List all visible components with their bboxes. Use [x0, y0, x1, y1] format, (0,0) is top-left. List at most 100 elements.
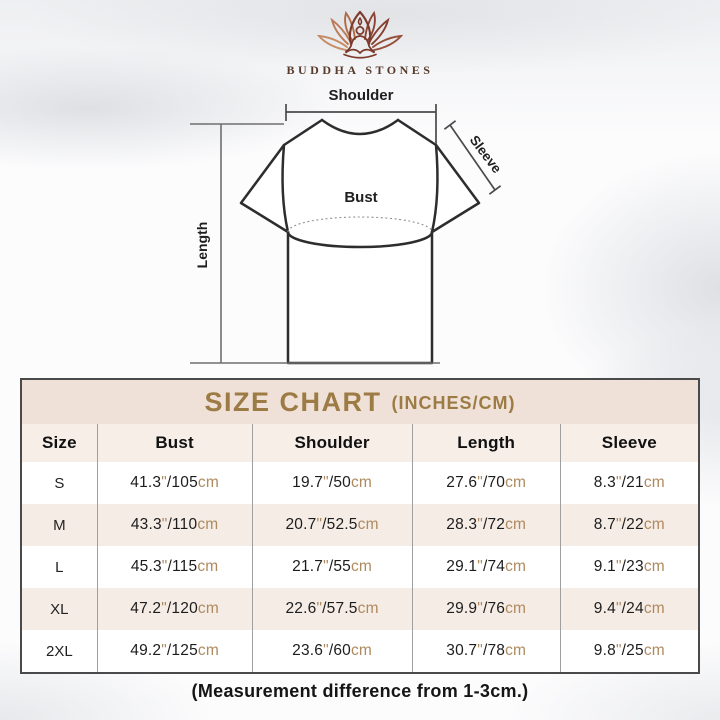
size-chart-table-box: SIZE CHART (INCHES/CM) Size Bust Shoulder L… [20, 378, 700, 674]
inch-mark: " [161, 474, 167, 491]
size-row-m: M 43.3 "/110 cm 20.7 "/52.5 cm 28.3 "/72 cm 8.7 "/2… [22, 504, 698, 546]
column-header-bust: Bust [98, 424, 253, 462]
cm-suffix: cm [197, 516, 219, 533]
inch-value: 8.7 [593, 516, 616, 533]
tshirt-outline [241, 120, 479, 363]
cm-suffix: cm [505, 600, 527, 617]
sleeve-label: Sleeve [467, 133, 505, 177]
length-value: 29.9 "/76 cm [413, 588, 561, 630]
sleeve-value: 9.4 "/24 cm [561, 588, 698, 630]
size-label: M [22, 504, 98, 546]
cm-suffix: cm [505, 558, 527, 575]
cm-suffix: cm [505, 474, 527, 491]
cm-suffix: cm [643, 474, 665, 491]
cm-suffix: cm [643, 600, 665, 617]
measurement-note: (Measurement difference from 1-3cm.) [191, 681, 529, 701]
inch-mark: " [477, 558, 483, 575]
bust-value: 45.3 "/115 cm [98, 546, 253, 588]
cm-suffix: cm [357, 516, 379, 533]
cm-value: /24 [621, 600, 644, 617]
brand-logo [0, 8, 720, 62]
inch-value: 29.1 [446, 558, 478, 575]
inch-mark: " [615, 516, 622, 533]
cm-value: /50 [328, 474, 351, 491]
shoulder-value: 22.6 "/57.5 cm [253, 588, 413, 630]
bust-value: 47.2 "/120 cm [98, 588, 253, 630]
sleeve-dimension-line [443, 120, 502, 195]
column-header-sleeve: Sleeve [601, 433, 657, 452]
cm-value: /110 [167, 516, 198, 533]
inch-mark: " [477, 642, 483, 659]
inch-value: 21.7 [292, 558, 324, 575]
tshirt-measurement-diagram: Shoulder Length Sleeve Bust [183, 85, 517, 382]
cm-suffix: cm [350, 474, 373, 491]
sleeve-value: 8.7 "/22 cm [561, 504, 698, 546]
column-header-shoulder: Shoulder [253, 424, 413, 462]
inch-mark: " [323, 474, 329, 491]
length-value: 30.7 "/78 cm [413, 630, 561, 672]
inch-mark: " [161, 516, 168, 533]
length-value: 27.6 "/70 cm [413, 462, 561, 504]
cm-suffix: cm [197, 600, 219, 617]
inch-mark: " [477, 600, 483, 617]
cm-suffix: cm [643, 642, 665, 659]
bust-value: 43.3 "/110 cm [98, 504, 253, 546]
cm-value: /52.5 [322, 516, 358, 533]
shoulder-value: 21.7 "/55 cm [253, 546, 413, 588]
inch-value: 29.9 [446, 600, 478, 617]
size-row-xl: XL 47.2 "/120 cm 22.6 "/57.5 cm 29.9 "/76 cm 9.4 " /… [22, 588, 698, 630]
tshirt-diagram-svg: Shoulder Length Sleeve Bust [190, 87, 505, 365]
inch-value: 45.3 [130, 558, 162, 575]
cm-value: /70 [482, 474, 506, 491]
inch-value: 19.7 [292, 474, 324, 491]
cm-value: /74 [482, 558, 506, 575]
cm-suffix: cm [643, 558, 665, 575]
inch-value: 23.6 [292, 642, 324, 659]
cm-suffix: cm [350, 558, 373, 575]
size-label: L [22, 546, 98, 588]
size-label: XL [22, 588, 98, 630]
cm-value: /21 [621, 474, 644, 491]
inch-mark: " [323, 642, 329, 659]
shoulder-value: 20.7 "/52.5 cm [253, 504, 413, 546]
size-row-2xl: 2XL 49.2 "/125 cm 23.6 "/60 cm 30.7 "/78 cm 9.8 "/2… [22, 630, 698, 672]
cm-suffix: cm [350, 642, 373, 659]
size-row-s: S 41.3 "/105 cm 19.7 "/50 cm 27.6 "/70 cm 8.3 "/21 c… [22, 462, 698, 504]
cm-value: /55 [328, 558, 351, 575]
inch-mark: " [615, 474, 622, 491]
cm-value: /57.5 [322, 600, 358, 617]
cm-value: /120 [166, 600, 198, 617]
column-header-length: Length [413, 424, 561, 462]
size-chart-title-text: SIZE CHART [204, 386, 382, 417]
bust-value: 49.2 "/125 cm [98, 630, 253, 672]
inch-mark: " [477, 474, 483, 491]
inch-value: 9.8 [593, 642, 616, 659]
size-label: S [22, 462, 98, 504]
shoulder-label: Shoulder [328, 87, 393, 104]
bust-label: Bust [344, 189, 377, 206]
bust-dotted-line [287, 216, 433, 233]
cm-suffix: cm [505, 642, 527, 659]
inch-mark: " [477, 516, 483, 533]
cm-value: /22 [621, 516, 644, 533]
inch-mark: " [615, 642, 622, 659]
cm-value: /105 [166, 474, 198, 491]
cm-suffix: cm [197, 558, 219, 575]
inch-mark: " [316, 600, 323, 617]
inch-value: 28.3 [446, 516, 478, 533]
column-header-row: Size Bust Shoulder Length Sleeve [22, 424, 698, 462]
inch-mark: " [615, 600, 622, 617]
inch-value: 9.4 [593, 600, 616, 617]
size-row-l: L 45.3 "/115 cm 21.7 "/55 cm 29.1 "/74 cm 9.1 "/23 c… [22, 546, 698, 588]
length-label: Length [194, 222, 210, 269]
lotus-meditation-icon [316, 10, 404, 59]
sleeve-value: 9.1 "/23 cm [561, 546, 698, 588]
inch-value: 49.2 [130, 642, 162, 659]
length-value: 29.1 "/74 cm [413, 546, 561, 588]
size-chart-title: SIZE CHART (INCHES/CM) [22, 380, 698, 424]
cm-value: /76 [482, 600, 506, 617]
inch-value: 41.3 [130, 474, 162, 491]
cm-value: /125 [166, 642, 198, 659]
brand-name: BUDDHA STONES [286, 63, 434, 77]
